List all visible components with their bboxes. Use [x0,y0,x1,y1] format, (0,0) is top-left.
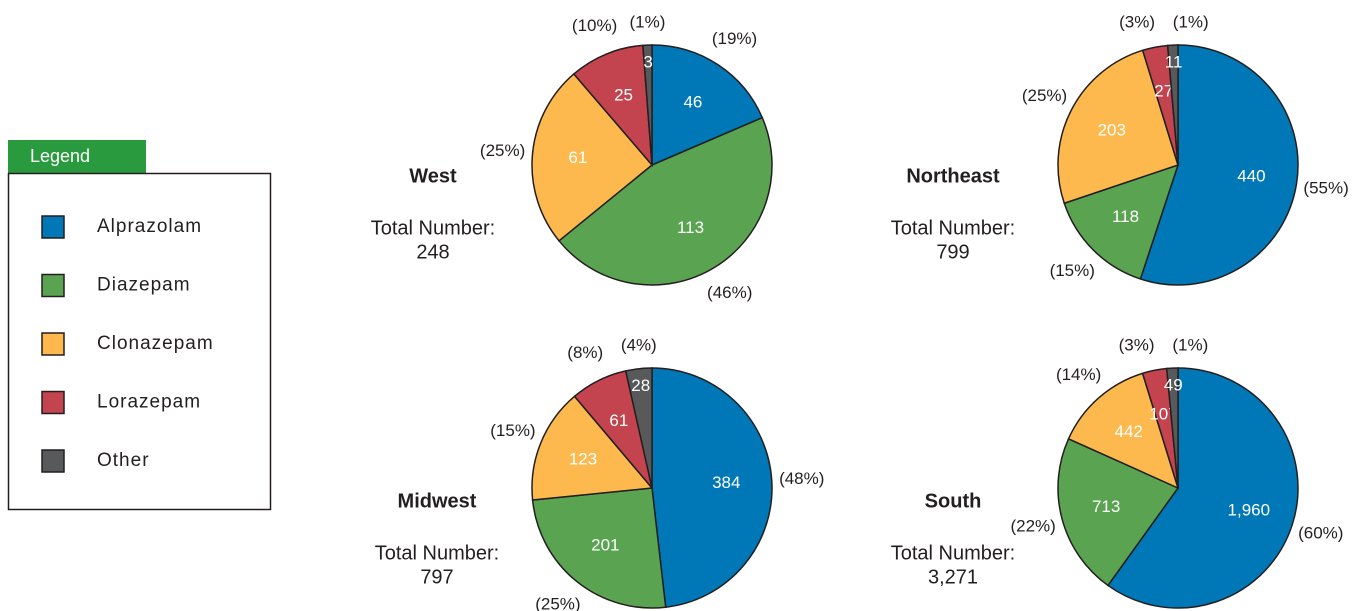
pie-slice [651,367,773,609]
legend-label: Other [97,450,150,471]
percent-label: (15%) [1050,261,1095,280]
pie-slice [572,44,653,168]
value-label: 713 [1092,497,1120,516]
value-label: 1,960 [1228,500,1271,519]
pie-title: West [409,165,457,187]
legend-header [8,140,146,173]
value-label: 384 [712,473,740,492]
pie-slice [531,72,654,242]
pie-title: Northeast [906,165,1000,187]
total-value: 248 [416,241,449,263]
pie-slice [557,116,773,286]
pie-slice [642,44,653,166]
legend-swatch [41,273,65,298]
value-label: 27 [1154,81,1173,100]
value-label: 118 [1112,207,1139,226]
percent-label: (1%) [629,12,665,31]
pie-slice [651,44,764,167]
percent-label: (19%) [712,29,757,48]
value-label: 3 [643,53,652,72]
legend-label: Clonazepam [97,333,214,354]
legend-box [7,172,272,511]
value-label: 440 [1237,166,1265,185]
percent-label: (3%) [1119,12,1155,31]
pie-slice [1139,44,1299,286]
value-label: 113 [677,218,704,237]
legend-swatch [41,215,65,239]
value-label: 61 [609,411,628,430]
pie-slice [531,395,654,501]
legend-label: Diazepam [97,275,191,296]
legend-label: Alprazolam [97,216,202,237]
pie-slice [1067,372,1180,490]
pie-slice [1165,367,1179,489]
percent-label: (15%) [490,421,535,440]
percent-label: (10%) [572,16,617,35]
value-label: 201 [591,535,619,554]
percent-label: (8%) [567,343,603,362]
value-label: 46 [683,92,702,111]
total-value: 797 [420,566,453,588]
percent-label: (60%) [1298,523,1343,542]
total-caption: Total Number: [375,542,500,564]
pie-slice [1057,437,1180,587]
percent-label: (25%) [535,594,580,611]
total-value: 799 [936,241,969,263]
percent-label: (14%) [1056,365,1101,384]
pie-slice [1063,163,1180,280]
legend-swatch [41,390,65,415]
percent-label: (55%) [1303,178,1348,197]
percent-label: (46%) [707,283,752,302]
percent-label: (1%) [1172,335,1208,354]
legend-swatch [41,332,65,356]
total-caption: Total Number: [371,217,496,239]
percent-label: (25%) [1022,86,1067,105]
legend-label: Lorazepam [97,392,201,413]
pie-slice [1106,367,1299,609]
value-label: 123 [569,450,597,469]
percent-label: (3%) [1119,335,1155,354]
percent-label: (4%) [621,335,657,354]
value-label: 203 [1098,121,1126,140]
value-label: 25 [614,86,633,105]
percent-label: (48%) [779,469,824,488]
pie-slice [531,487,667,609]
value-label: 442 [1115,422,1143,441]
total-caption: Total Number: [891,217,1016,239]
value-label: 28 [631,376,650,395]
total-caption: Total Number: [891,542,1016,564]
percent-label: (22%) [1010,516,1055,535]
value-label: 49 [1164,376,1183,395]
value-label: 61 [568,148,587,167]
value-label: 11 [1165,53,1183,72]
pie-slice [624,367,653,489]
legend-title: Legend [30,146,90,166]
legend-swatch [41,449,65,473]
percent-label: (25%) [480,141,525,160]
pie-title: South [925,490,982,512]
pie-title: Midwest [398,490,477,512]
pie-slice [1166,44,1179,166]
percent-label: (1%) [1173,12,1209,31]
total-value: 3,271 [928,566,978,588]
pie-slice [1057,49,1179,205]
